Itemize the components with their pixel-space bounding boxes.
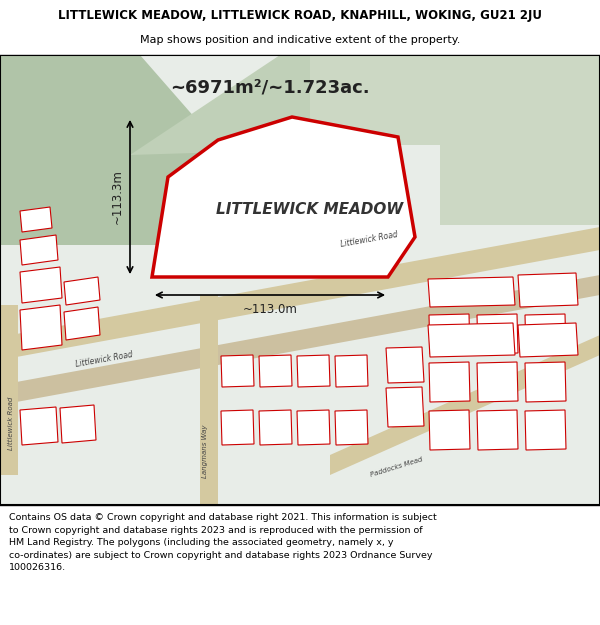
Polygon shape — [429, 410, 470, 450]
Polygon shape — [64, 277, 100, 305]
Text: Littlewick Road: Littlewick Road — [340, 230, 398, 249]
Polygon shape — [477, 410, 518, 450]
Polygon shape — [386, 347, 424, 383]
Text: LITTLEWICK MEADOW, LITTLEWICK ROAD, KNAPHILL, WOKING, GU21 2JU: LITTLEWICK MEADOW, LITTLEWICK ROAD, KNAP… — [58, 9, 542, 22]
Text: Littlewick Road: Littlewick Road — [75, 350, 134, 369]
Polygon shape — [64, 307, 100, 340]
Polygon shape — [525, 314, 566, 354]
Text: Paddocks Mead: Paddocks Mead — [370, 456, 424, 478]
Polygon shape — [525, 362, 566, 402]
Polygon shape — [152, 117, 415, 277]
Polygon shape — [259, 410, 292, 445]
Polygon shape — [0, 275, 600, 405]
Polygon shape — [330, 335, 600, 475]
Polygon shape — [221, 355, 254, 387]
Polygon shape — [525, 410, 566, 450]
Text: ~113.3m: ~113.3m — [111, 169, 124, 224]
Polygon shape — [130, 55, 440, 155]
Polygon shape — [200, 295, 218, 505]
Text: Langmans Way: Langmans Way — [202, 424, 208, 478]
Text: Littlewick Road: Littlewick Road — [8, 397, 14, 450]
Polygon shape — [20, 267, 62, 303]
Text: Map shows position and indicative extent of the property.: Map shows position and indicative extent… — [140, 34, 460, 44]
Polygon shape — [518, 323, 578, 357]
Polygon shape — [335, 355, 368, 387]
Polygon shape — [440, 135, 600, 225]
Text: LITTLEWICK MEADOW: LITTLEWICK MEADOW — [217, 202, 404, 217]
Polygon shape — [429, 314, 470, 354]
Polygon shape — [20, 305, 62, 350]
Polygon shape — [429, 362, 470, 402]
Polygon shape — [477, 314, 518, 354]
Text: Contains OS data © Crown copyright and database right 2021. This information is : Contains OS data © Crown copyright and d… — [9, 513, 437, 572]
Polygon shape — [297, 355, 330, 387]
Polygon shape — [428, 277, 515, 307]
Polygon shape — [335, 410, 368, 445]
Polygon shape — [221, 410, 254, 445]
Polygon shape — [477, 362, 518, 402]
Polygon shape — [20, 407, 58, 445]
Polygon shape — [0, 227, 600, 360]
Text: ~6971m²/~1.723ac.: ~6971m²/~1.723ac. — [170, 79, 370, 97]
Polygon shape — [386, 387, 424, 427]
Polygon shape — [60, 405, 96, 443]
Polygon shape — [310, 55, 600, 145]
Polygon shape — [259, 355, 292, 387]
Polygon shape — [20, 235, 58, 265]
Polygon shape — [428, 323, 515, 357]
Text: ~113.0m: ~113.0m — [242, 303, 298, 316]
Polygon shape — [0, 55, 240, 245]
Polygon shape — [297, 410, 330, 445]
Polygon shape — [0, 305, 18, 475]
Polygon shape — [518, 273, 578, 307]
Polygon shape — [20, 207, 52, 232]
